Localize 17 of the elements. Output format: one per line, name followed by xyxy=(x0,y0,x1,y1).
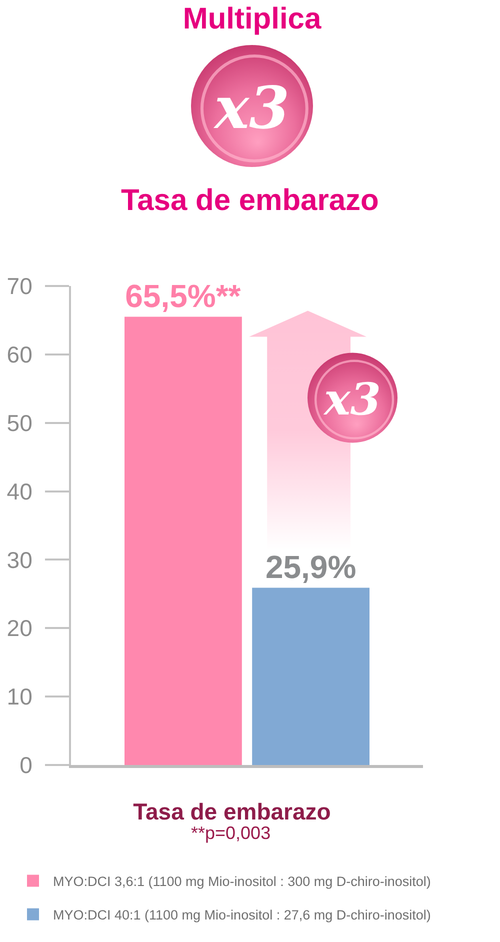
text: **p=0,003 xyxy=(191,823,271,843)
text: x3 xyxy=(212,74,290,142)
y-tick-label: 10 xyxy=(6,684,32,710)
y-tick-label: 60 xyxy=(6,341,32,368)
y-tick-label: 30 xyxy=(6,546,32,573)
legend-label: MYO:DCI 3,6:1 (1100 mg Mio-inositol : 300 mg D-chiro-inositol) xyxy=(53,874,431,890)
text: Tasa de embarazo xyxy=(133,798,331,825)
data-label: 25,9% xyxy=(265,548,356,585)
y-tick-label: 50 xyxy=(6,410,32,436)
chart-title: Multiplica xyxy=(182,2,322,36)
legend-label: MYO:DCI 40:1 (1100 mg Mio-inositol : 27,6 mg D-chiro-inositol) xyxy=(53,908,431,923)
data-label: 65,5%** xyxy=(125,278,242,314)
annotation: x3 xyxy=(323,374,381,426)
y-tick-label: 40 xyxy=(6,478,32,504)
y-tick-label: 20 xyxy=(6,615,32,642)
y-tick-label: 0 xyxy=(20,752,32,778)
y-tick-label: 70 xyxy=(6,273,32,300)
